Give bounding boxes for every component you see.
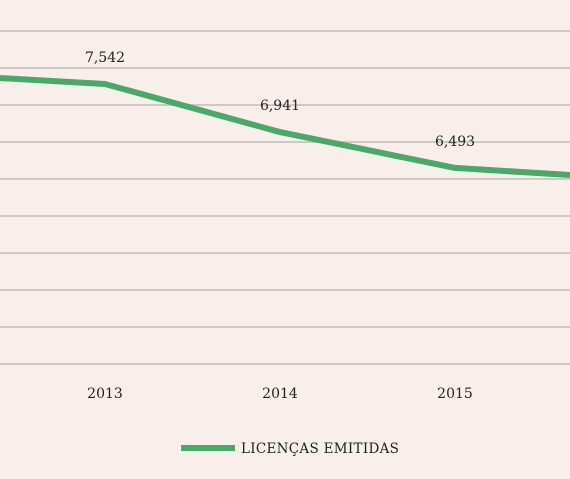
data-labels: 7,542 6,941 6,493: [85, 50, 475, 150]
x-tick-label-2014: 2014: [262, 386, 298, 402]
gridlines: [0, 30, 570, 365]
x-tick-label-2015: 2015: [437, 386, 473, 402]
x-axis-tick-labels: 2013 2014 2015: [87, 386, 473, 402]
data-label-2013: 7,542: [85, 50, 125, 66]
data-label-2015: 6,493: [435, 134, 475, 150]
legend: LICENÇAS EMITIDAS: [181, 441, 399, 457]
series-line-licencas-emitidas: [0, 75, 570, 178]
legend-label: LICENÇAS EMITIDAS: [241, 441, 399, 457]
data-label-2014: 6,941: [260, 98, 300, 114]
x-tick-label-2013: 2013: [87, 386, 123, 402]
